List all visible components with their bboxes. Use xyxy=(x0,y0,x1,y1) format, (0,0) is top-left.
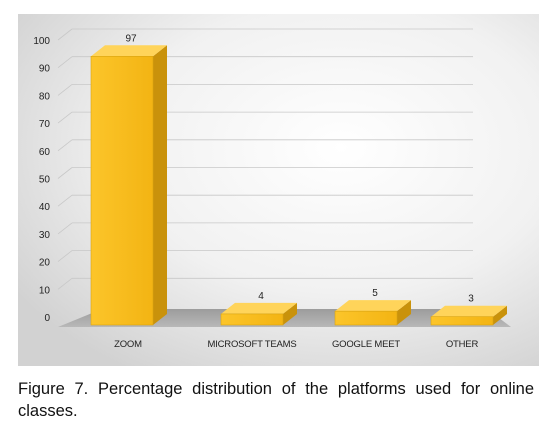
gridline-side xyxy=(57,277,73,290)
gridline-side xyxy=(57,56,73,69)
bar-side xyxy=(397,300,411,325)
y-tick-label: 60 xyxy=(39,147,51,158)
y-tick-label: 40 xyxy=(39,202,51,213)
bar-side xyxy=(153,45,167,325)
data-label: 97 xyxy=(125,33,137,44)
data-label: 4 xyxy=(258,291,264,302)
bar-front xyxy=(220,313,284,326)
bar-side xyxy=(283,302,297,325)
category-label: ZOOM xyxy=(114,339,142,350)
gridline-side xyxy=(57,194,73,207)
data-label: 5 xyxy=(372,288,378,299)
y-tick-label: 20 xyxy=(39,258,51,269)
bar-microsoft-teams xyxy=(220,302,297,326)
bar-chart: 0 10 20 30 40 50 60 70 80 90 100 ZOOM MICROSOFT TEA… xyxy=(18,14,539,366)
gridline-side xyxy=(57,250,73,262)
category-label: GOOGLE MEET xyxy=(332,339,400,350)
gridline-side xyxy=(57,111,73,124)
y-tick-label: 90 xyxy=(39,64,51,75)
bars xyxy=(90,45,507,326)
bar-zoom xyxy=(90,45,167,326)
gridline-side xyxy=(57,139,73,152)
bar-top xyxy=(221,302,297,314)
bar-top xyxy=(335,300,411,312)
y-axis: 0 10 20 30 40 50 60 70 80 90 100 xyxy=(33,36,50,324)
data-label: 3 xyxy=(468,294,474,305)
bar-top xyxy=(91,45,167,57)
figure-caption-text: Percentage distribution of the platforms… xyxy=(18,380,535,420)
bar-front xyxy=(334,310,398,326)
gridline-side xyxy=(57,28,73,41)
figure-caption: Figure 7. Percentage distribution of the… xyxy=(18,378,534,422)
figure-caption-label: Figure 7. xyxy=(18,380,89,398)
category-labels: ZOOM MICROSOFT TEAMS GOOGLE MEET OTHER xyxy=(114,339,479,350)
y-tick-label: 50 xyxy=(39,175,51,186)
chart-figure: 0 10 20 30 40 50 60 70 80 90 100 ZOOM MICROSOFT TEA… xyxy=(18,14,539,366)
y-tick-label: 0 xyxy=(44,313,50,324)
y-tick-label: 100 xyxy=(33,36,50,47)
bar-top xyxy=(431,305,507,317)
y-tick-label: 80 xyxy=(39,91,51,102)
gridline-side xyxy=(57,84,73,96)
category-label: MICROSOFT TEAMS xyxy=(207,339,296,350)
y-tick-label: 70 xyxy=(39,119,51,130)
bar-side xyxy=(493,305,507,325)
data-labels: 97 4 5 3 xyxy=(125,33,474,304)
gridline-side xyxy=(57,222,73,235)
bar-front xyxy=(90,56,154,326)
y-tick-label: 10 xyxy=(39,285,51,296)
bar-google-meet xyxy=(334,300,411,326)
y-tick-label: 30 xyxy=(39,230,51,241)
category-label: OTHER xyxy=(446,339,479,350)
bar-other xyxy=(430,305,507,326)
bar-front xyxy=(430,316,494,326)
gridline-side xyxy=(57,167,73,179)
